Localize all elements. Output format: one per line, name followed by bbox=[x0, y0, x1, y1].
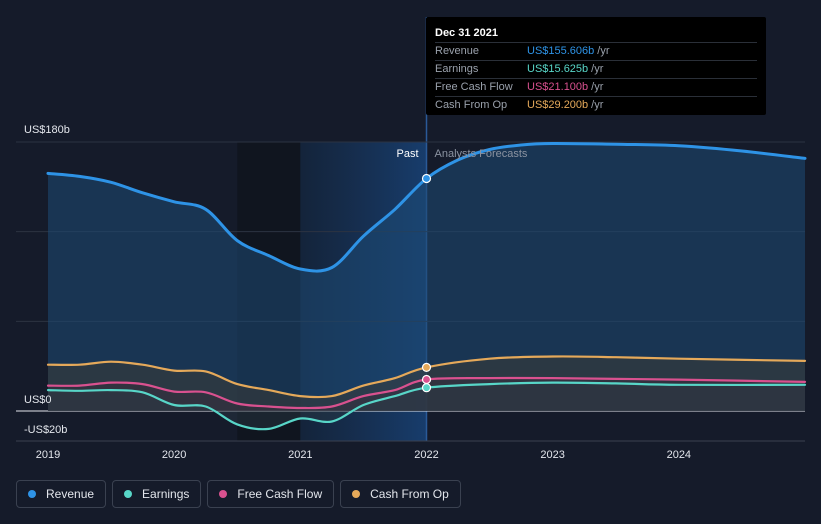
x-tick-label: 2019 bbox=[36, 449, 60, 461]
legend-label: Earnings bbox=[142, 487, 190, 501]
series-line-earnings bbox=[46, 381, 807, 431]
y-axis-label-zero: US$0 bbox=[24, 394, 52, 406]
past-label: Past bbox=[396, 148, 418, 160]
tooltip-row-cash-from-op: Cash From Op US$29.200b /yr bbox=[435, 96, 757, 114]
tooltip-row-revenue: Revenue US$155.606b /yr bbox=[435, 42, 757, 60]
area-free-cash-flow bbox=[48, 377, 805, 411]
point-marker-free-cash-flow bbox=[421, 374, 432, 385]
legend-dot-icon bbox=[28, 490, 36, 498]
tooltip-value: US$15.625b bbox=[527, 63, 589, 75]
legend-dot-icon bbox=[219, 490, 228, 498]
legend-label: Free Cash Flow bbox=[237, 487, 323, 501]
legend-item-free-cash-flow[interactable]: Free Cash Flow bbox=[207, 480, 335, 508]
x-tick-label: 2020 bbox=[162, 449, 186, 461]
tooltip-unit: /yr bbox=[591, 81, 604, 93]
legend: Revenue Earnings Free Cash Flow Cash Fro… bbox=[16, 480, 461, 510]
tooltip-row-earnings: Earnings US$15.625b /yr bbox=[435, 60, 757, 78]
point-marker-cash-from-op bbox=[421, 362, 432, 372]
tooltip-unit: /yr bbox=[591, 63, 604, 75]
area-earnings bbox=[48, 382, 805, 430]
area-revenue bbox=[48, 143, 805, 411]
series-line-cash-from-op bbox=[46, 355, 807, 399]
legend-dot-icon bbox=[352, 490, 361, 498]
tooltip-row-free-cash-flow: Free Cash Flow US$21.100b /yr bbox=[435, 78, 757, 96]
tooltip-value: US$21.100b bbox=[527, 81, 589, 93]
tooltip-unit: /yr bbox=[591, 99, 604, 111]
forecast-label: Analysts Forecasts bbox=[435, 148, 528, 160]
tooltip: Dec 31 2021 Revenue US$155.606b /yr Earn… bbox=[426, 17, 766, 115]
tooltip-label: Earnings bbox=[435, 63, 479, 75]
series-line-free-cash-flow bbox=[46, 376, 807, 410]
x-tick-label: 2022 bbox=[414, 449, 438, 461]
x-tick-label: 2021 bbox=[288, 449, 312, 461]
legend-item-earnings[interactable]: Earnings bbox=[112, 480, 202, 508]
legend-label: Revenue bbox=[46, 487, 95, 501]
tooltip-date: Dec 31 2021 bbox=[435, 27, 498, 39]
legend-item-revenue[interactable]: Revenue bbox=[16, 480, 107, 508]
tooltip-value: US$29.200b bbox=[527, 99, 589, 111]
tooltip-label: Free Cash Flow bbox=[435, 81, 513, 93]
legend-item-cash-from-op[interactable]: Cash From Op bbox=[340, 480, 461, 508]
tooltip-unit: /yr bbox=[597, 45, 610, 57]
x-tick-label: 2024 bbox=[667, 449, 691, 461]
series-line-revenue bbox=[46, 141, 807, 273]
point-marker-revenue bbox=[421, 173, 432, 184]
legend-dot-icon bbox=[124, 490, 133, 498]
y-axis-label-bottom: -US$20b bbox=[24, 424, 67, 436]
tooltip-value: US$155.606b bbox=[527, 45, 595, 57]
tooltip-label: Cash From Op bbox=[435, 99, 508, 111]
tooltip-label: Revenue bbox=[435, 45, 480, 57]
y-axis-label-top: US$180b bbox=[24, 124, 70, 136]
x-tick-label: 2023 bbox=[540, 449, 564, 461]
point-marker-earnings bbox=[421, 383, 432, 393]
legend-label: Cash From Op bbox=[370, 487, 449, 501]
